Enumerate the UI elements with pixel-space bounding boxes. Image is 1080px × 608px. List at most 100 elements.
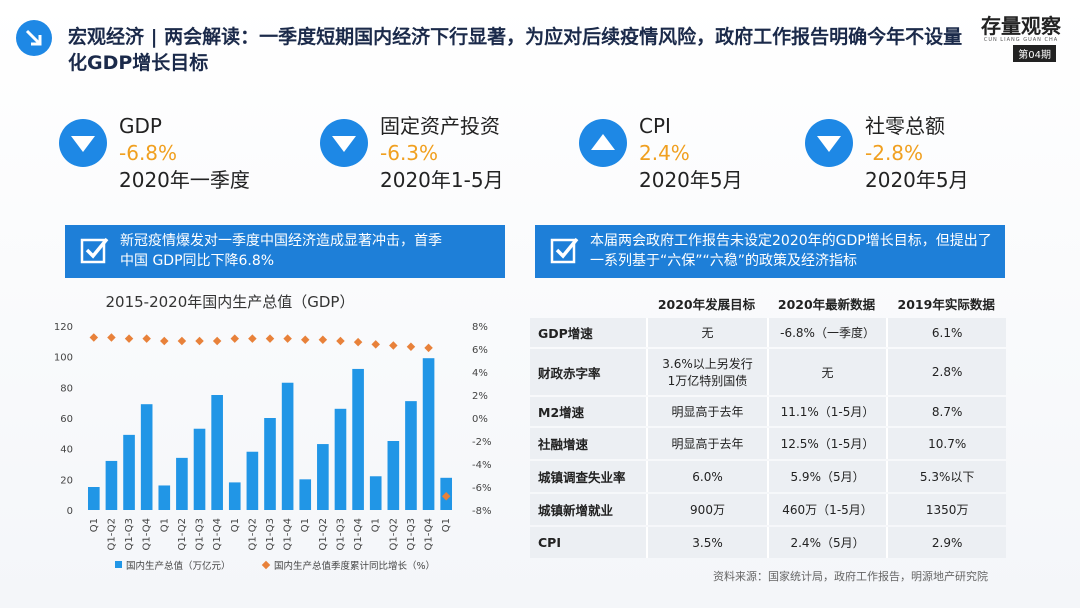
icon-arrow	[71, 136, 95, 152]
indicator-name: 固定资产投资	[380, 114, 500, 138]
bar	[334, 408, 347, 510]
legend-label: 国内生产总值（万亿元）	[126, 560, 231, 572]
logo-sub: CUN LIANG GUAN CHA	[983, 37, 1059, 43]
note-text: 新冠疫情爆发对一季度中国经济造成显著冲击，首季中国 GDP同比下降6.8%	[120, 233, 442, 269]
y-tick-label: 60	[60, 414, 73, 425]
marker	[89, 333, 99, 342]
table-cell: 2.4%（5月）	[766, 527, 887, 558]
indicator-text: GDP -6.8% 2020年一季度	[119, 113, 250, 194]
direction-icon	[805, 119, 853, 167]
bar	[281, 382, 294, 510]
marker	[230, 334, 240, 343]
cell-text: 5.9%（5月）	[790, 470, 865, 484]
indicator-value: 2.4%	[639, 141, 690, 165]
indicator-name: GDP	[119, 114, 162, 138]
marker	[124, 334, 134, 343]
y2-tick-label: -8%	[472, 506, 491, 517]
marker	[142, 334, 151, 343]
bar	[405, 401, 417, 510]
cell-text: 明显高于去年	[671, 405, 744, 419]
direction-icon	[320, 119, 368, 167]
bar	[352, 368, 364, 510]
y2-tick-label: -6%	[472, 483, 491, 494]
marker	[212, 336, 222, 346]
header-cell: 2019年实际数据	[897, 296, 995, 312]
indicator-value: -2.8%	[865, 141, 924, 165]
y-tick-label: 40	[60, 445, 73, 456]
indicator-name: 社零总额	[865, 114, 945, 138]
table-cell: 3.6%以上另发行1万亿特别国债	[646, 349, 767, 395]
check-icon	[550, 237, 579, 264]
x-tick-label: Q1	[371, 518, 382, 532]
table-cell: 5.9%（5月）	[766, 461, 887, 492]
x-tick-label: Q1	[89, 518, 100, 532]
cell-text: 明显高于去年	[671, 437, 744, 451]
y2-tick-label: -4%	[472, 460, 491, 471]
table-cell: 无	[766, 349, 887, 395]
bar	[369, 476, 382, 510]
marker	[336, 336, 345, 346]
chart-title: 2015-2020年国内生产总值（GDP）	[106, 293, 355, 311]
x-tick-label: Q1	[441, 518, 452, 532]
cell-text: 6.0%	[692, 469, 723, 484]
y-tick-label: 0	[67, 506, 73, 517]
bar	[176, 457, 188, 510]
bar	[228, 482, 241, 510]
indicator-period: 2020年一季度	[119, 168, 250, 192]
source: 资料来源：国家统计局，政府工作报告，明源地产研究院	[713, 570, 988, 583]
indicator-period: 2020年1-5月	[380, 168, 504, 192]
table-cell: M2增速	[530, 397, 647, 426]
title: 宏观经济 | 两会解读：一季度短期国内经济下行显著，为应对后续疫情风险，政府工作…	[68, 26, 963, 74]
marker	[371, 340, 380, 349]
y2-tick-label: 2%	[472, 391, 488, 402]
table-row: CPI 3.5% 2.4%（5月） 2.9%	[530, 527, 1006, 558]
issue: 第04期	[1013, 45, 1056, 62]
x-tick-label: Q1-Q3	[265, 518, 276, 550]
x-tick-label: Q1-Q4	[424, 518, 435, 550]
icon-arrow	[591, 134, 615, 150]
cell-text: 城镇新增就业	[538, 503, 614, 518]
y-tick-label: 80	[60, 383, 73, 394]
table-row: 社融增速 明显高于去年 12.5%（1-5月） 10.7%	[530, 428, 1006, 459]
bar	[140, 404, 153, 510]
bar	[317, 444, 329, 510]
cell-text: 2.4%（5月）	[790, 536, 865, 550]
marker	[177, 336, 187, 346]
table-cell: CPI	[530, 527, 647, 558]
note-text: 本届两会政府工作报告未设定2020年的GDP增长目标，但提出了一系列基于“六保”…	[590, 233, 992, 269]
marker	[406, 342, 416, 351]
table-cell: 8.7%	[886, 397, 1006, 426]
table-row: 城镇调查失业率 6.0% 5.9%（5月） 5.3%以下	[530, 461, 1006, 492]
table-cell: 城镇新增就业	[530, 494, 647, 525]
cell-text: 900万	[690, 503, 725, 517]
marker	[248, 334, 257, 343]
table-cell: 2.8%	[886, 349, 1006, 395]
legend-label: 国内生产总值季度累计同比增长（%）	[274, 560, 435, 572]
bar	[246, 451, 259, 510]
header-cell: 2020年最新数据	[777, 296, 876, 312]
cell-text: M2增速	[538, 405, 585, 420]
x-tick-label: Q1-Q3	[195, 518, 206, 550]
marker	[195, 336, 204, 346]
cell-text: 3.5%	[692, 535, 723, 550]
table-row: GDP增速 无 -6.8%（一季度） 6.1%	[530, 318, 1006, 347]
cell-text: 5.3%以下	[919, 470, 975, 484]
table-cell: 900万	[646, 494, 767, 525]
table-cell: 1350万	[886, 494, 1006, 525]
direction-icon	[579, 119, 627, 167]
cell-text: 6.1%	[931, 325, 963, 340]
marker	[318, 335, 328, 345]
x-tick-label: Q1-Q2	[318, 518, 329, 550]
table-cell: 社融增速	[530, 428, 647, 459]
x-tick-label: Q1-Q4	[142, 518, 153, 550]
header-row: 2020年发展目标 2020年最新数据 2019年实际数据	[530, 290, 1006, 316]
table-cell: 6.1%	[886, 318, 1006, 347]
indicator-period: 2020年5月	[865, 168, 969, 192]
indicator-name: CPI	[639, 114, 671, 138]
y-tick-label: 20	[60, 475, 73, 486]
bar	[158, 485, 171, 510]
bar	[211, 395, 223, 510]
table-cell: 12.5%（1-5月）	[766, 428, 887, 459]
marker	[353, 337, 363, 347]
chart: 2015-2020年国内生产总值（GDP） 0 20 40 60 80 100 120 -8% -…	[54, 293, 492, 572]
